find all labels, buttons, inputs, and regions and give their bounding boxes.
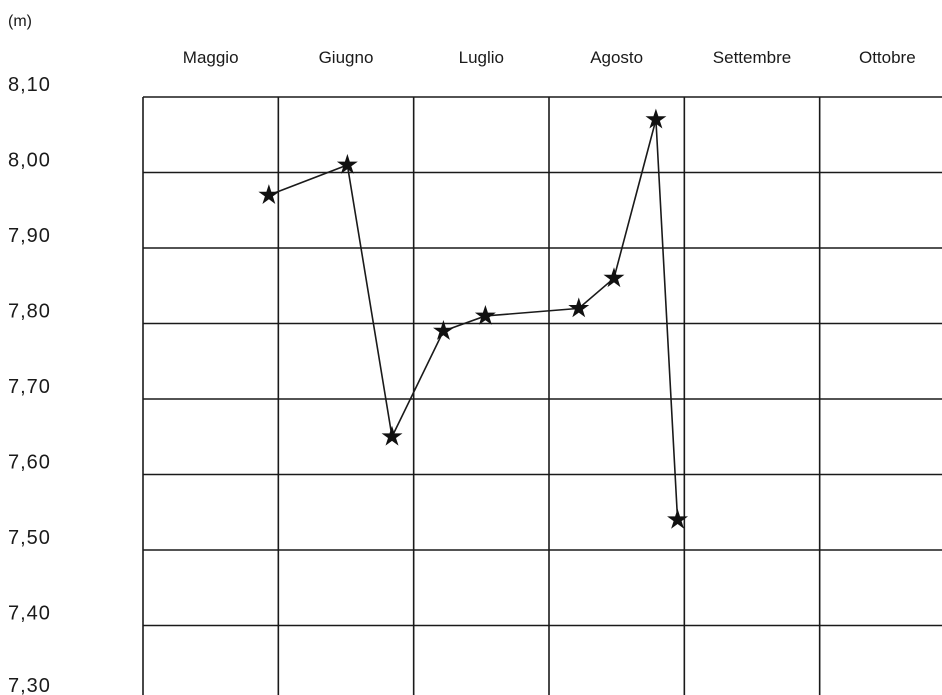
month-label: Maggio	[183, 48, 239, 67]
series-line	[268, 119, 679, 520]
data-point-star	[336, 153, 358, 174]
y-tick-label: 7,30	[8, 675, 51, 695]
data-point-star	[667, 508, 688, 529]
month-label: Ottobre	[859, 48, 916, 67]
grid	[142, 96, 942, 695]
month-labels: Maggio Giugno Luglio Agosto Settembre Ottobre	[183, 48, 916, 67]
y-tick-label: 7,90	[8, 225, 51, 247]
y-unit-label: (m)	[8, 13, 32, 30]
data-point-star	[433, 320, 454, 340]
month-label: Luglio	[459, 48, 504, 67]
y-tick-label: 7,40	[8, 603, 51, 625]
month-label: Settembre	[713, 48, 791, 67]
y-tick-label: 8,10	[8, 74, 51, 96]
series	[258, 108, 688, 529]
y-tick-label: 7,80	[8, 301, 51, 323]
month-label: Giugno	[319, 48, 374, 67]
data-point-star	[258, 184, 280, 204]
y-tick-labels: 8,10 8,00 7,90 7,80 7,70 7,60 7,50 7,40 7,30	[8, 74, 51, 695]
data-point-star	[381, 425, 403, 446]
data-point-star	[603, 267, 625, 288]
data-point-star	[645, 108, 667, 129]
data-point-star	[568, 297, 590, 318]
y-tick-label: 8,00	[8, 150, 51, 172]
month-label: Agosto	[590, 48, 643, 67]
y-tick-label: 7,50	[8, 527, 51, 549]
y-tick-label: 7,60	[8, 452, 51, 474]
y-tick-label: 7,70	[8, 376, 51, 398]
data-point-star	[474, 305, 496, 325]
